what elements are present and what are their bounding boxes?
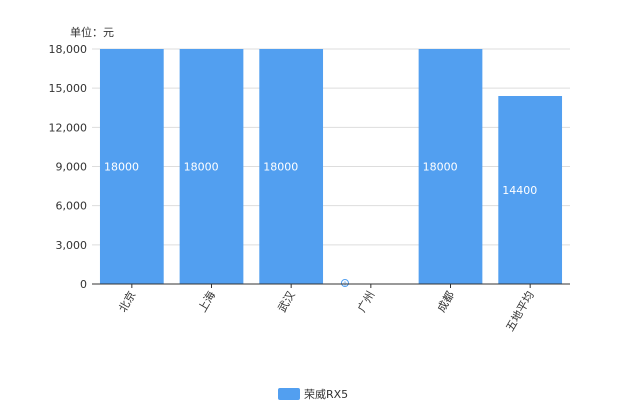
gridlines <box>92 48 570 246</box>
data-label: 18000 <box>184 161 219 174</box>
y-tick-label: 15,000 <box>49 82 88 95</box>
bar[interactable] <box>179 49 244 284</box>
data-label: 18000 <box>104 161 139 174</box>
data-label: 14400 <box>502 184 537 197</box>
data-label: 18000 <box>263 161 298 174</box>
y-tick-label: 6,000 <box>56 200 88 213</box>
zero-value-marker <box>340 279 349 287</box>
y-tick-label: 3,000 <box>56 239 88 252</box>
data-labels: 18000180001800001800014400 <box>104 161 537 288</box>
y-axis-ticks: 0 3,000 6,000 9,000 12,000 15,000 18,000 <box>49 43 88 291</box>
data-label: 18000 <box>423 161 458 174</box>
x-tick-label: 上海 <box>195 289 218 315</box>
unit-label: 单位：元 <box>70 25 114 39</box>
y-tick-label: 18,000 <box>49 43 88 56</box>
y-tick-label: 0 <box>80 278 87 291</box>
x-tick-label: 广州 <box>355 289 377 315</box>
bar[interactable] <box>498 96 563 284</box>
bar[interactable] <box>418 49 483 284</box>
bar[interactable] <box>259 49 324 284</box>
legend[interactable]: 荣威RX5 <box>278 388 348 401</box>
x-axis-ticks: 北京 上海 武汉 广州 成都 五地平均 <box>115 284 537 334</box>
bar[interactable] <box>99 49 164 284</box>
bars <box>99 49 563 284</box>
x-tick-label: 五地平均 <box>504 289 537 334</box>
y-tick-label: 12,000 <box>49 121 88 134</box>
x-tick-label: 成都 <box>435 289 457 315</box>
legend-swatch-rongwei-rx5 <box>278 388 300 400</box>
legend-label-rongwei-rx5: 荣威RX5 <box>304 388 348 401</box>
x-tick-label: 北京 <box>115 289 138 315</box>
x-tick-label: 武汉 <box>276 289 298 315</box>
y-tick-label: 9,000 <box>56 161 88 174</box>
